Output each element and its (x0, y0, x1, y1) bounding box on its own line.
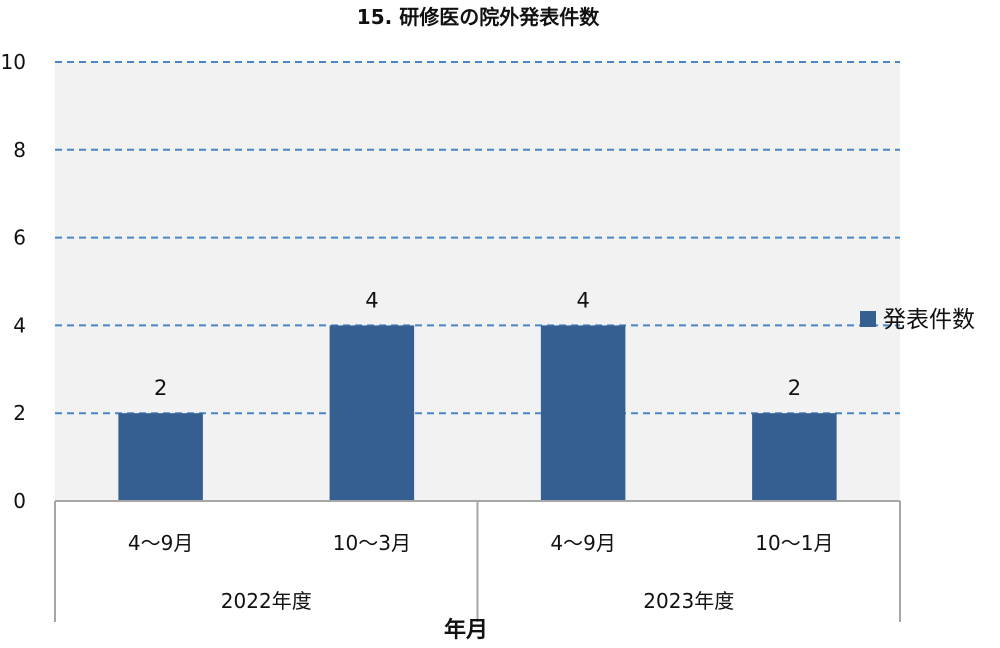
bars (118, 325, 837, 501)
bar (540, 325, 626, 501)
data-label: 2 (788, 376, 801, 400)
bar (329, 325, 415, 501)
bar (752, 413, 837, 501)
labels: 0 2 4 6 8 10 2 4 4 2 4〜9月 10〜3月 4〜9月 10〜1月 2022年度 2023年… (1, 50, 834, 613)
data-label: 4 (365, 288, 378, 312)
legend: 発表件数 (860, 307, 975, 333)
data-label: 4 (576, 288, 589, 312)
y-tick-label: 6 (13, 226, 26, 250)
y-tick-label: 10 (1, 50, 26, 74)
category-label: 10〜3月 (333, 531, 411, 555)
data-label: 2 (154, 376, 167, 400)
category-label: 4〜9月 (550, 531, 615, 555)
category-label: 4〜9月 (128, 531, 193, 555)
bar (118, 413, 203, 501)
y-tick-label: 8 (13, 138, 26, 162)
chart-title: 15. 研修医の院外発表件数 (357, 5, 600, 29)
y-tick-label: 2 (13, 401, 26, 425)
category-label: 10〜1月 (755, 531, 833, 555)
y-tick-label: 4 (13, 313, 26, 337)
gridlines (55, 61, 900, 415)
group-label: 2023年度 (643, 589, 734, 613)
legend-swatch (860, 311, 876, 327)
group-label: 2022年度 (221, 589, 312, 613)
legend-label: 発表件数 (883, 307, 975, 333)
y-tick-label: 0 (13, 489, 26, 513)
x-axis-title: 年月 (444, 617, 488, 643)
axes (54, 500, 901, 622)
